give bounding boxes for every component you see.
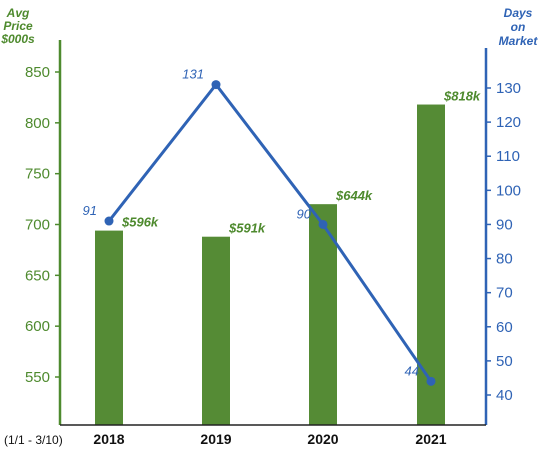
- right-axis-title-line: Days: [504, 6, 533, 20]
- bar-value-label: $644k: [335, 188, 373, 203]
- days-point: [104, 216, 114, 226]
- left-axis-title-line: $000s: [0, 32, 35, 46]
- right-axis-ticks: 40 50 60 70 80 90 100 110 120 130: [486, 80, 521, 404]
- left-tick-label: 850: [25, 64, 50, 81]
- price-bar: [202, 236, 230, 425]
- category-labels: 2018 2019 2020 2021: [93, 431, 446, 447]
- left-tick-label: 700: [25, 217, 50, 234]
- right-tick-label: 50: [496, 353, 513, 370]
- days-on-market-line: 91 131 90 44: [83, 67, 436, 386]
- left-tick-label: 800: [25, 115, 50, 132]
- days-line-path: [107, 83, 433, 383]
- days-point: [426, 376, 436, 386]
- category-label: 2019: [200, 431, 231, 447]
- right-tick-label: 130: [496, 80, 521, 97]
- right-tick-label: 110: [496, 148, 520, 165]
- right-tick-label: 60: [496, 319, 513, 336]
- bar-value-label: $818k: [443, 89, 481, 104]
- left-axis-ticks: 550 600 650 700 750 800 850: [25, 64, 60, 386]
- left-tick-label: 650: [25, 267, 50, 284]
- days-point-label: 91: [83, 203, 97, 218]
- left-axis-title-line: Price: [3, 19, 33, 33]
- days-point: [211, 80, 221, 90]
- category-label: 2018: [93, 431, 124, 447]
- category-label: 2020: [307, 431, 338, 447]
- bar-value-labels: $596k $591k $644k $818k: [121, 89, 481, 236]
- bar-value-label: $591k: [228, 221, 266, 236]
- price-bar: [95, 230, 123, 425]
- days-point-label: 131: [182, 67, 204, 82]
- days-point-label: 44: [405, 363, 419, 378]
- category-label: 2021: [415, 431, 446, 447]
- bar-value-label: $596k: [121, 215, 159, 230]
- right-tick-label: 90: [496, 216, 513, 233]
- right-tick-label: 40: [496, 387, 513, 404]
- right-tick-label: 100: [496, 182, 521, 199]
- right-tick-label: 70: [496, 285, 513, 302]
- price-bar: [309, 204, 337, 425]
- right-tick-label: 80: [496, 251, 513, 268]
- price-bar: [417, 104, 445, 426]
- period-note: (1/1 - 3/10): [4, 433, 63, 447]
- right-axis-title-line: on: [511, 20, 526, 34]
- left-tick-label: 600: [25, 318, 50, 335]
- right-axis-title-line: Market: [499, 34, 539, 48]
- left-tick-label: 750: [25, 166, 50, 183]
- price-bars: [95, 104, 445, 426]
- left-axis-title-line: Avg: [6, 6, 30, 20]
- right-tick-label: 120: [496, 114, 521, 131]
- days-point: [318, 219, 328, 229]
- left-tick-label: 550: [25, 369, 50, 386]
- days-point-label: 90: [297, 206, 312, 221]
